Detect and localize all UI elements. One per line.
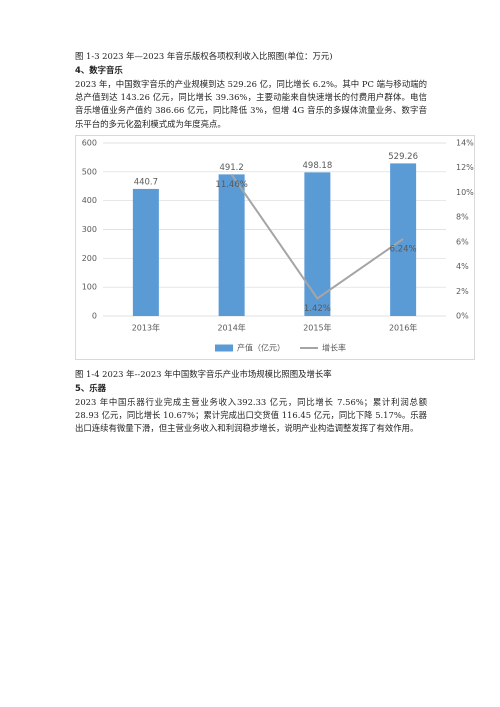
y-tick-label: 400 bbox=[82, 196, 97, 205]
y-tick-label: 300 bbox=[82, 225, 97, 234]
x-tick-label: 2015年 bbox=[303, 323, 331, 333]
y2-tick-label: 2% bbox=[456, 287, 469, 296]
bar bbox=[218, 174, 245, 316]
bar-label: 440.7 bbox=[134, 177, 158, 187]
y-tick-label: 100 bbox=[82, 283, 97, 292]
line-label: 6.24% bbox=[390, 244, 417, 254]
y2-tick-label: 6% bbox=[456, 237, 469, 246]
x-tick-label: 2014年 bbox=[217, 323, 245, 333]
y2-tick-label: 4% bbox=[456, 262, 469, 271]
chart: 0 100 200 300 400 500 600 0% 2% 4% 6% 8% 10% 12% 14% 20… bbox=[75, 135, 475, 360]
heading: 5、乐器 bbox=[75, 383, 106, 393]
y-tick-label: 0 bbox=[92, 312, 97, 321]
legend-label: 增长率 bbox=[322, 343, 346, 353]
paragraph: 2023 年，中国数字音乐的产业规模到达 529.26 亿，同比增长 6.2%。… bbox=[75, 79, 427, 129]
y2-tick-label: 0% bbox=[456, 312, 469, 321]
y2-tick-label: 8% bbox=[456, 213, 469, 222]
line bbox=[230, 173, 404, 300]
heading: 4、数字音乐 bbox=[75, 65, 123, 75]
chart-frame bbox=[75, 135, 475, 360]
bar bbox=[304, 172, 331, 316]
paragraph: 2023 年中国乐器行业完成主营业务收入392.33 亿元，同比增长 7.56%… bbox=[75, 397, 427, 434]
legend-label: 产值（亿元） bbox=[237, 343, 285, 353]
y2-tick-label: 10% bbox=[456, 188, 474, 197]
y-tick-label: 200 bbox=[82, 254, 97, 263]
y-tick-label: 600 bbox=[82, 139, 97, 148]
caption: 图 1-3 2023 年—2023 年音乐版权各项权利收入比照图(单位：万元) bbox=[75, 51, 333, 61]
bar-label: 529.26 bbox=[388, 152, 418, 162]
legend-swatch bbox=[215, 344, 233, 352]
caption: 图 1-4 2023 年--2023 年中国数字音乐产业市场规模比照图及增长率 bbox=[75, 369, 332, 379]
y2-tick-label: 14% bbox=[456, 139, 474, 148]
y-tick-label: 500 bbox=[82, 167, 97, 176]
x-tick-label: 2013年 bbox=[132, 323, 160, 333]
bar bbox=[132, 188, 159, 316]
x-tick-label: 2016年 bbox=[389, 323, 417, 333]
y2-tick-label: 12% bbox=[456, 163, 474, 172]
line-label: 1.42% bbox=[304, 304, 331, 314]
bar-label: 491.2 bbox=[219, 163, 243, 173]
line-label: 11.46% bbox=[215, 180, 247, 190]
bar-label: 498.18 bbox=[303, 161, 333, 171]
